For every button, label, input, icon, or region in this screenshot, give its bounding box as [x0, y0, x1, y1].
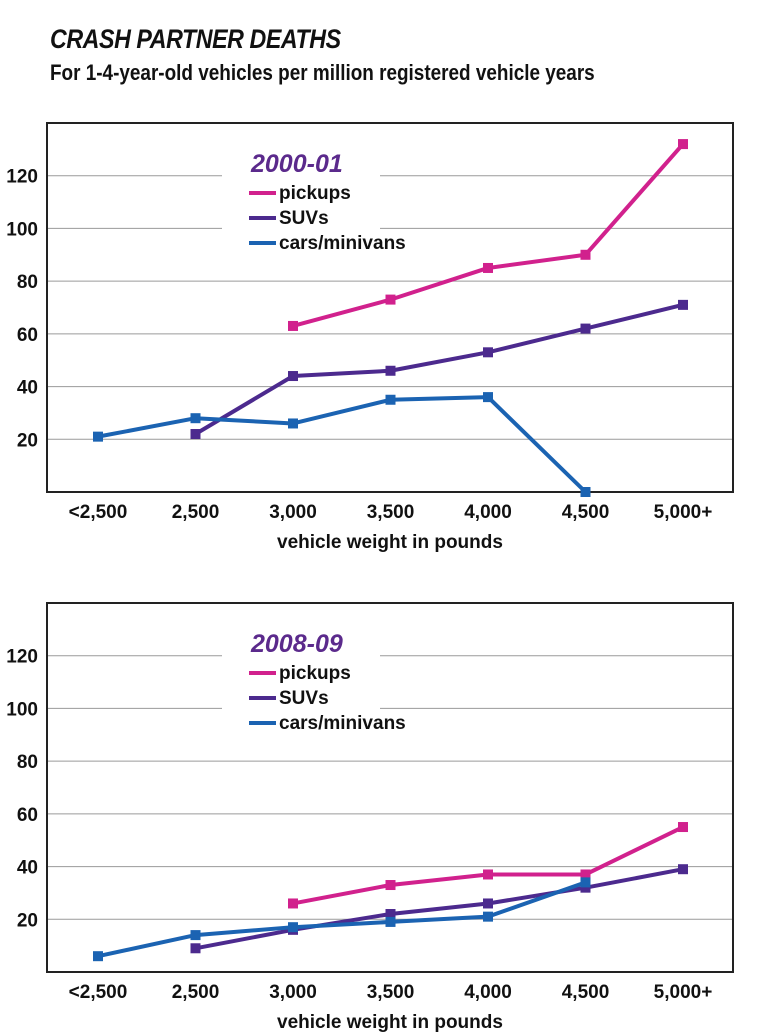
series-line-suvs — [194, 302, 684, 436]
data-point-suvs — [385, 365, 396, 376]
data-point-pickups — [678, 822, 688, 833]
data-point-cars-minivans — [580, 877, 591, 888]
chart-2000-01: 20 40 60 80 100 120 <2,500 2,500 3,000 3,500 4,000… — [6, 122, 734, 553]
x-axis-label: vehicle weight in pounds — [277, 532, 503, 553]
data-point-pickups — [288, 898, 298, 909]
chart-subtitle: For 1-4-year-old vehicles per million re… — [50, 60, 595, 85]
series-line-suvs — [195, 867, 684, 951]
x-tick-label: 2,500 — [172, 502, 220, 523]
data-point-cars-minivans — [483, 911, 493, 922]
x-tick-label: <2,500 — [69, 502, 128, 523]
x-tick-label: 4,500 — [562, 502, 610, 523]
legend-label-suvs: SUVs — [279, 688, 329, 709]
series-line-cars-minivans — [97, 395, 587, 494]
x-tick-label: 4,000 — [464, 982, 512, 1003]
data-point-cars-minivans — [288, 418, 298, 429]
y-tick-label: 80 — [17, 272, 38, 293]
data-point-suvs — [190, 943, 201, 954]
y-tick-label: 20 — [17, 910, 38, 931]
series-line-cars-minivans — [97, 880, 587, 959]
data-point-cars-minivans — [93, 431, 103, 442]
x-tick-label: 4,000 — [464, 502, 512, 523]
data-point-pickups — [483, 869, 493, 880]
y-tick-label: 100 — [6, 699, 38, 720]
chart-2008-09: 20 40 60 80 100 120 <2,500 2,500 3,000 3,500 4,000… — [6, 602, 734, 1033]
legend-label-pickups: pickups — [279, 183, 351, 204]
chart-title: CRASH PARTNER DEATHS — [50, 24, 341, 54]
y-tick-label: 120 — [6, 647, 38, 668]
x-axis-label: vehicle weight in pounds — [277, 1012, 503, 1033]
y-tick-label: 120 — [6, 167, 38, 188]
data-point-cars-minivans — [385, 394, 396, 405]
x-tick-label: 5,000+ — [654, 502, 713, 523]
plot-frame — [46, 602, 734, 973]
data-point-cars-minivans — [580, 487, 591, 497]
data-point-pickups — [483, 262, 493, 273]
data-point-pickups — [580, 249, 591, 260]
data-point-cars-minivans — [190, 930, 201, 941]
x-tick-label: 5,000+ — [654, 982, 713, 1003]
data-point-suvs — [580, 323, 591, 334]
period-label: 2008-09 — [250, 630, 343, 658]
x-tick-label: 4,500 — [562, 982, 610, 1003]
legend-label-cars-minivans: cars/minivans — [279, 713, 406, 734]
y-tick-label: 60 — [17, 805, 38, 826]
data-point-cars-minivans — [93, 951, 103, 962]
x-tick-label: <2,500 — [69, 982, 128, 1003]
legend-label-suvs: SUVs — [279, 208, 329, 229]
data-point-cars-minivans — [385, 916, 396, 927]
data-point-suvs — [288, 371, 298, 382]
x-tick-label: 2,500 — [172, 982, 220, 1003]
y-tick-label: 20 — [17, 430, 38, 451]
data-point-suvs — [385, 909, 396, 920]
data-point-pickups — [678, 139, 688, 150]
data-point-pickups — [385, 880, 396, 891]
x-tick-label: 3,000 — [269, 502, 317, 523]
y-tick-label: 60 — [17, 325, 38, 346]
data-point-suvs — [483, 898, 493, 909]
period-label: 2000-01 — [250, 150, 343, 178]
y-tick-label: 40 — [17, 858, 38, 879]
data-point-suvs — [678, 299, 688, 310]
data-point-cars-minivans — [483, 392, 493, 403]
data-point-pickups — [580, 869, 591, 880]
legend-label-pickups: pickups — [279, 663, 351, 684]
x-tick-label: 3,000 — [269, 982, 317, 1003]
y-tick-label: 40 — [17, 378, 38, 399]
y-tick-label: 100 — [6, 219, 38, 240]
plot-frame — [46, 122, 734, 493]
x-tick-label: 3,500 — [367, 982, 415, 1003]
legend-label-cars-minivans: cars/minivans — [279, 233, 406, 254]
x-tick-label: 3,500 — [367, 502, 415, 523]
data-point-pickups — [288, 320, 298, 331]
data-point-suvs — [580, 882, 591, 893]
data-point-pickups — [385, 294, 396, 305]
series-line-pickups — [292, 825, 684, 906]
y-tick-label: 80 — [17, 752, 38, 773]
data-point-suvs — [678, 864, 688, 875]
data-point-cars-minivans — [288, 922, 298, 933]
data-point-suvs — [483, 347, 493, 358]
data-point-suvs — [190, 429, 201, 440]
data-point-cars-minivans — [190, 413, 201, 424]
